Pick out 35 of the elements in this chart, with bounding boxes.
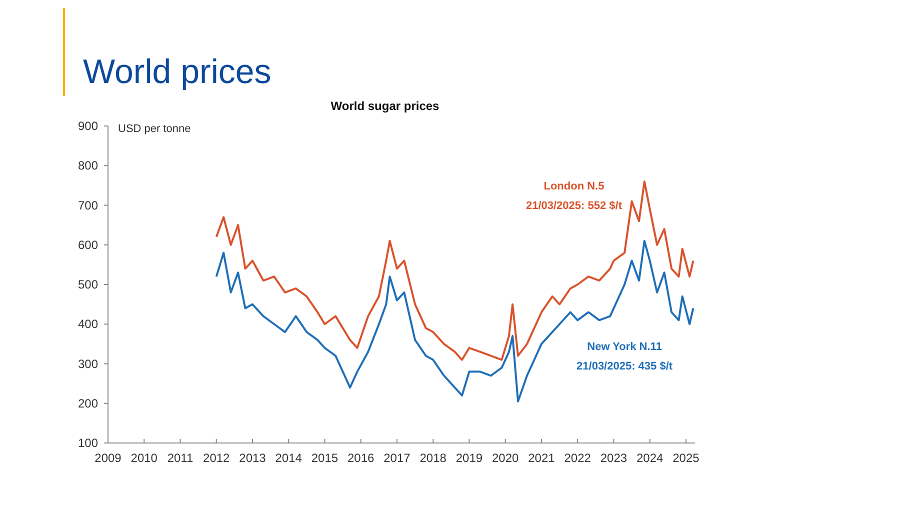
y-tick-label: 700: [78, 198, 98, 212]
y-tick-label: 200: [78, 396, 98, 410]
y-tick-label: 600: [78, 238, 98, 252]
x-tick-label: 2012: [203, 451, 230, 465]
x-tick-label: 2016: [348, 451, 375, 465]
line-series: [215, 180, 694, 361]
x-tick-label: 2011: [167, 451, 194, 465]
x-tick-label: 2022: [564, 451, 592, 465]
x-tick-label: 2023: [600, 451, 628, 465]
x-tick-label: 2017: [384, 451, 411, 465]
x-tick-label: 2010: [130, 451, 158, 465]
x-tick-label: 2021: [528, 451, 556, 465]
x-tick-label: 2013: [239, 451, 266, 465]
x-tick-label: 2014: [275, 451, 302, 465]
y-tick-label: 100: [78, 436, 98, 450]
annotation: 21/03/2025: 435 $/t: [576, 360, 673, 373]
x-tick-label: 2018: [420, 451, 447, 465]
x-tick-label: 2024: [636, 451, 664, 465]
y-tick-label: 800: [78, 158, 98, 173]
annotation: 21/03/2025: 552 $/t: [526, 200, 622, 212]
annotation: London N.5: [544, 180, 604, 192]
x-tick-label: 2009: [94, 451, 122, 465]
x-tick-label: 2015: [311, 451, 338, 465]
y-tick-label: 500: [78, 278, 98, 292]
y-axis-title: USD per tonne: [118, 123, 191, 135]
x-tick-label: 2020: [492, 451, 520, 465]
x-tick-label: 2019: [456, 451, 483, 465]
line-series: [215, 240, 694, 402]
annotation: New York N.11: [587, 340, 662, 353]
y-tick-label: 400: [78, 317, 98, 332]
y-tick-label: 300: [78, 356, 98, 371]
y-tick-label: 900: [78, 119, 98, 133]
x-tick-label: 2025: [672, 451, 700, 465]
chart-subtitle: World sugar prices: [330, 99, 440, 113]
chart-title: World prices: [83, 53, 272, 91]
